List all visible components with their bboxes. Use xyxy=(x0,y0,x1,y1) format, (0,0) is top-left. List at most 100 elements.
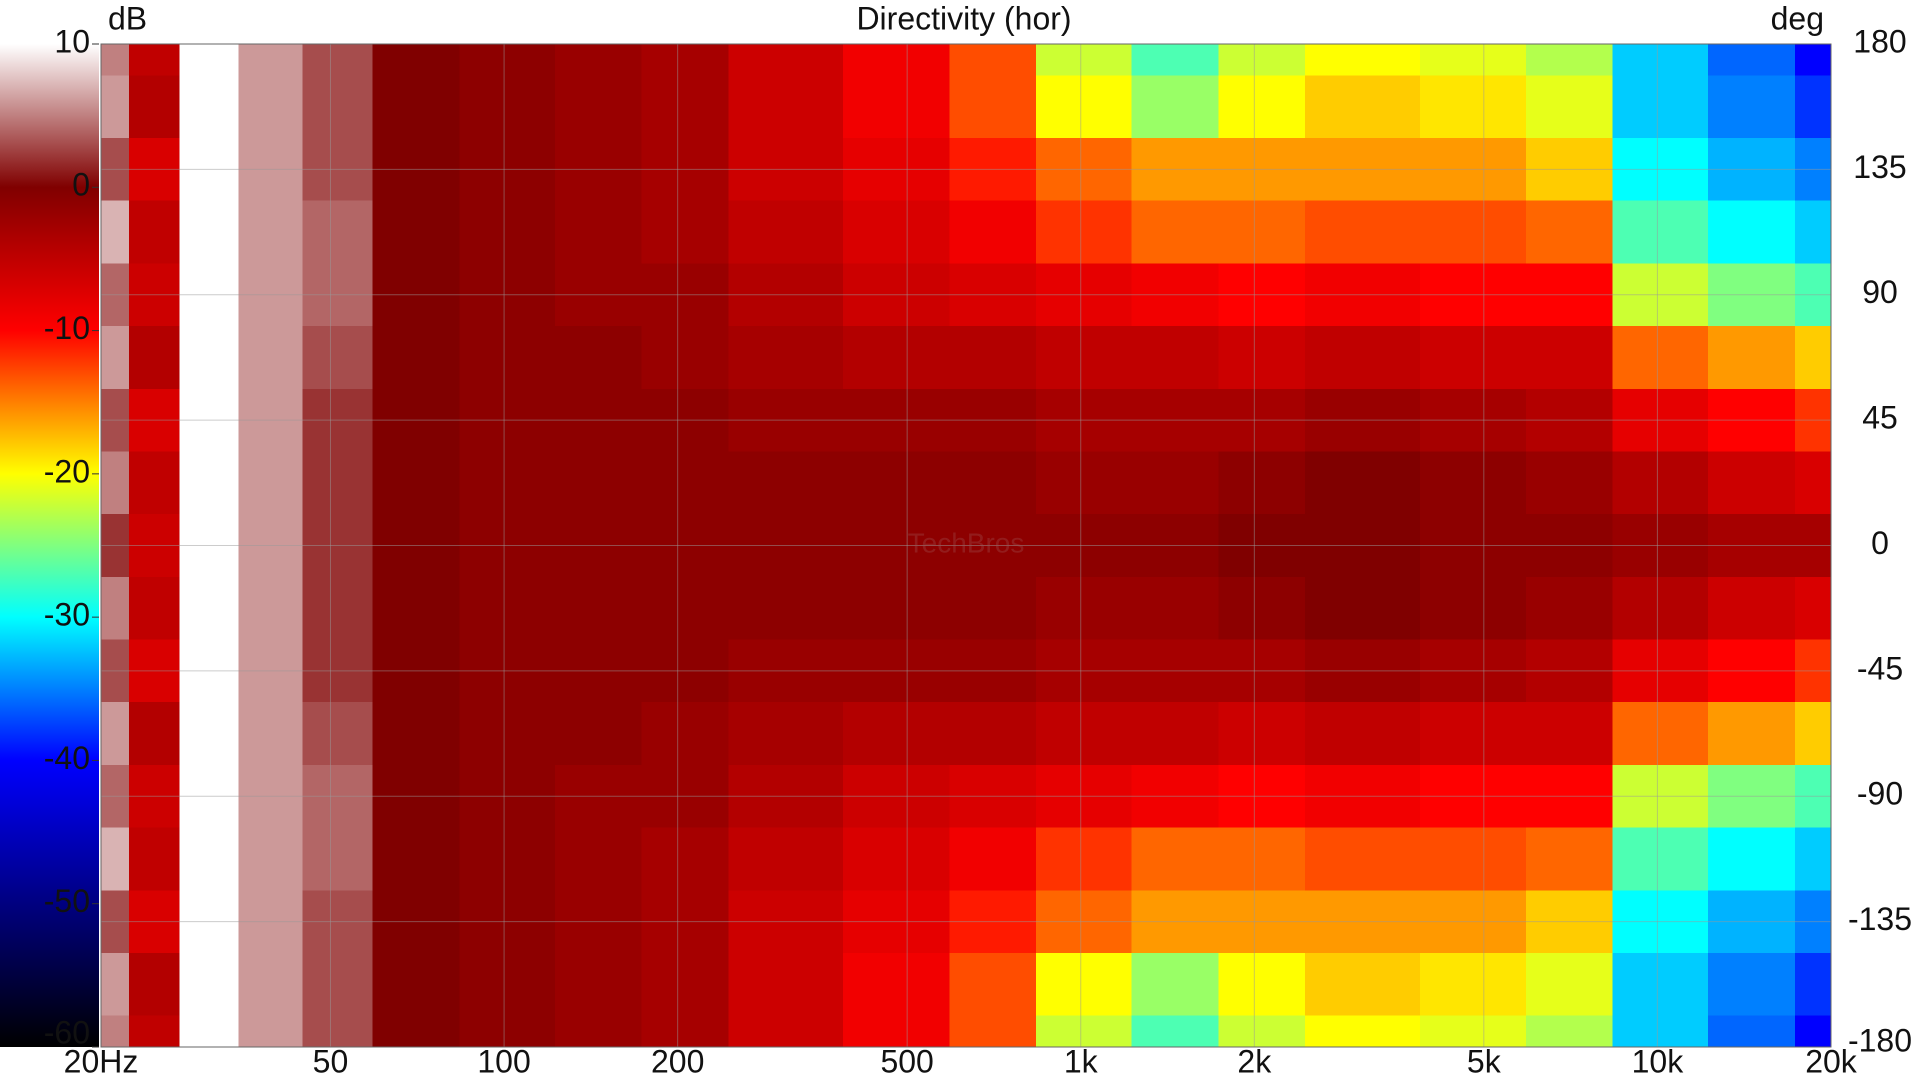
heatmap-cell xyxy=(1218,1015,1306,1048)
y-axis-label: deg xyxy=(1771,0,1824,36)
x-tick-label: 10k xyxy=(1632,1043,1685,1079)
heatmap-cell xyxy=(843,451,950,515)
heatmap-cell xyxy=(1525,702,1614,766)
heatmap-cell xyxy=(843,827,950,891)
heatmap-cell xyxy=(302,44,374,76)
colorbar-tick-label: -20 xyxy=(44,453,90,489)
heatmap-cell xyxy=(101,1015,130,1048)
heatmap-cell xyxy=(1794,952,1832,1017)
heatmap-cell xyxy=(302,451,374,515)
heatmap-cell xyxy=(728,827,844,891)
heatmap-cell xyxy=(1612,1015,1709,1048)
heatmap-cell xyxy=(728,44,844,76)
heatmap-cell xyxy=(1131,326,1219,390)
heatmap-cell xyxy=(641,200,729,264)
heatmap-cell xyxy=(238,75,304,139)
heatmap-cell xyxy=(459,200,556,264)
heatmap-cell xyxy=(238,1015,304,1048)
heatmap-cell xyxy=(1218,827,1306,891)
heatmap-cell xyxy=(641,702,729,766)
heatmap-cell xyxy=(728,326,844,390)
heatmap-cell xyxy=(1612,75,1709,139)
heatmap-cell xyxy=(179,827,240,891)
heatmap-cell xyxy=(179,702,240,766)
heatmap-cell xyxy=(1708,326,1796,390)
heatmap-cell xyxy=(843,1015,950,1048)
heatmap-cell xyxy=(641,326,729,390)
heatmap-cell xyxy=(459,1015,556,1048)
heatmap-cell xyxy=(372,200,460,264)
heatmap-cell xyxy=(238,827,304,891)
heatmap-cell xyxy=(101,44,130,76)
heatmap-cell xyxy=(1612,326,1709,390)
heatmap-cell xyxy=(1708,576,1796,641)
heatmap-cell xyxy=(949,576,1037,641)
heatmap-cell xyxy=(1612,702,1709,766)
heatmap-cell xyxy=(128,44,181,76)
heatmap-cell xyxy=(1525,75,1614,139)
heatmap-cell xyxy=(1794,326,1832,390)
heatmap-cell xyxy=(554,326,643,390)
heatmap-cell xyxy=(1419,1015,1527,1048)
heatmap-cell xyxy=(728,1015,844,1048)
heatmap-cell xyxy=(1612,44,1709,76)
heatmap-cell xyxy=(1708,75,1796,139)
x-tick-label: 500 xyxy=(880,1043,933,1079)
heatmap-cell xyxy=(302,702,374,766)
heatmap-cell xyxy=(1036,702,1133,766)
heatmap-cell xyxy=(459,326,556,390)
heatmap-cell xyxy=(949,44,1037,76)
heatmap-cell xyxy=(1131,44,1219,76)
heatmap-cell xyxy=(1612,200,1709,264)
heatmap-cell xyxy=(728,451,844,515)
heatmap-cell xyxy=(1305,75,1421,139)
heatmap-cell xyxy=(179,326,240,390)
heatmap-cell xyxy=(1218,451,1306,515)
heatmap-cell xyxy=(641,44,729,76)
y-tick-label: -90 xyxy=(1857,776,1903,812)
colorbar-label: dB xyxy=(108,0,147,36)
heatmap-cell xyxy=(554,827,643,891)
y-tick-label: -45 xyxy=(1857,650,1903,686)
heatmap-cell xyxy=(179,75,240,139)
y-tick-label: 180 xyxy=(1853,23,1906,59)
heatmap-cell xyxy=(728,952,844,1017)
heatmap-cell xyxy=(641,451,729,515)
watermark: TechBros xyxy=(908,527,1025,558)
heatmap-cell xyxy=(641,576,729,641)
heatmap-cell xyxy=(101,702,130,766)
heatmap-cell xyxy=(1218,200,1306,264)
heatmap-cell xyxy=(459,702,556,766)
heatmap-cell xyxy=(1305,576,1421,641)
heatmap-cell xyxy=(1525,827,1614,891)
colorbar-tick-label: -60 xyxy=(44,1014,90,1050)
heatmap-cell xyxy=(1612,827,1709,891)
heatmap-cell xyxy=(1794,451,1832,515)
heatmap-cell xyxy=(641,75,729,139)
colorbar-tick-label: -50 xyxy=(44,883,90,919)
heatmap-cell xyxy=(372,326,460,390)
heatmap-cell xyxy=(1525,451,1614,515)
heatmap-cell xyxy=(101,326,130,390)
heatmap-cell xyxy=(1218,576,1306,641)
heatmap-cell xyxy=(128,576,181,641)
heatmap-cell xyxy=(1218,952,1306,1017)
y-tick-label: 135 xyxy=(1853,149,1906,185)
x-tick-label: 2k xyxy=(1237,1043,1272,1079)
heatmap-cell xyxy=(101,451,130,515)
colorbar xyxy=(0,44,99,1047)
heatmap-cell xyxy=(1218,326,1306,390)
heatmap-cell xyxy=(179,451,240,515)
heatmap-cell xyxy=(238,44,304,76)
heatmap-cell xyxy=(1419,702,1527,766)
heatmap-cell xyxy=(128,827,181,891)
heatmap-cell xyxy=(949,200,1037,264)
heatmap-cell xyxy=(728,702,844,766)
heatmap-cell xyxy=(554,952,643,1017)
heatmap-cell xyxy=(1131,200,1219,264)
heatmap-cell xyxy=(949,1015,1037,1048)
heatmap-cell xyxy=(1419,827,1527,891)
heatmap-cell xyxy=(372,827,460,891)
heatmap-cell xyxy=(302,200,374,264)
heatmap-cell xyxy=(843,75,950,139)
